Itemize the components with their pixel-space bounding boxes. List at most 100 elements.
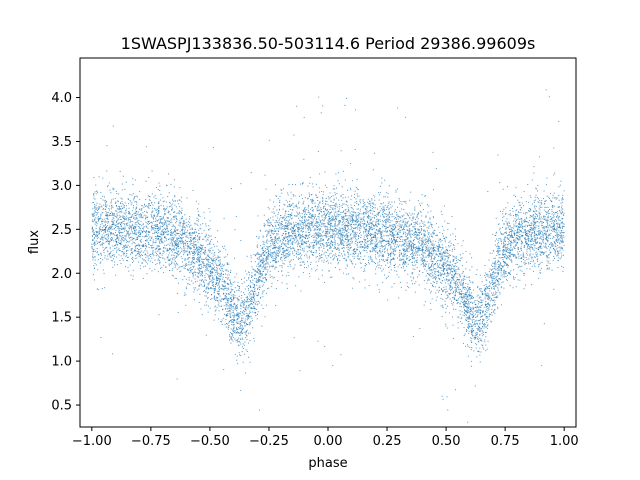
scatter-point bbox=[474, 310, 476, 312]
scatter-point bbox=[310, 245, 312, 247]
scatter-point bbox=[149, 268, 151, 270]
scatter-point bbox=[246, 299, 248, 301]
scatter-point bbox=[209, 287, 211, 289]
scatter-point bbox=[440, 238, 442, 240]
scatter-point bbox=[378, 241, 380, 243]
scatter-point bbox=[182, 233, 184, 235]
scatter-point bbox=[329, 221, 331, 223]
scatter-point bbox=[299, 253, 301, 255]
scatter-point bbox=[557, 252, 559, 254]
scatter-point bbox=[562, 232, 564, 234]
scatter-point bbox=[191, 233, 193, 235]
scatter-point bbox=[495, 268, 497, 270]
scatter-point bbox=[394, 211, 396, 213]
scatter-point bbox=[369, 242, 371, 244]
scatter-point bbox=[214, 269, 216, 271]
scatter-point bbox=[123, 216, 125, 218]
scatter-point bbox=[275, 257, 277, 259]
scatter-point bbox=[552, 212, 554, 214]
scatter-point bbox=[384, 231, 386, 233]
scatter-point bbox=[526, 230, 528, 232]
scatter-point bbox=[335, 255, 337, 257]
scatter-point bbox=[348, 249, 350, 251]
scatter-point bbox=[123, 246, 125, 248]
scatter-point bbox=[487, 340, 489, 342]
scatter-point bbox=[388, 201, 390, 203]
scatter-point bbox=[384, 210, 386, 212]
scatter-point bbox=[517, 253, 519, 255]
scatter-point bbox=[486, 348, 488, 350]
scatter-point bbox=[493, 294, 495, 296]
scatter-point bbox=[350, 260, 352, 262]
scatter-point bbox=[471, 341, 473, 343]
scatter-point bbox=[435, 235, 437, 237]
scatter-point bbox=[443, 268, 445, 270]
scatter-point bbox=[519, 221, 521, 223]
scatter-point bbox=[271, 252, 273, 254]
scatter-point bbox=[241, 283, 243, 285]
scatter-point bbox=[557, 222, 559, 224]
scatter-point bbox=[421, 221, 423, 223]
scatter-point bbox=[411, 257, 413, 259]
scatter-point bbox=[110, 227, 112, 229]
scatter-point bbox=[364, 227, 366, 229]
scatter-point bbox=[471, 281, 473, 283]
scatter-point bbox=[246, 299, 248, 301]
scatter-point bbox=[176, 246, 178, 248]
scatter-point bbox=[378, 267, 380, 269]
scatter-point bbox=[486, 321, 488, 323]
scatter-point bbox=[410, 224, 412, 226]
scatter-point bbox=[369, 234, 371, 236]
scatter-point bbox=[244, 311, 246, 313]
scatter-point bbox=[404, 269, 406, 271]
scatter-point bbox=[558, 219, 560, 221]
scatter-point bbox=[268, 222, 270, 224]
scatter-point bbox=[229, 314, 231, 316]
scatter-point bbox=[202, 251, 204, 253]
scatter-point bbox=[333, 258, 335, 260]
scatter-point bbox=[367, 201, 369, 203]
scatter-point bbox=[348, 211, 350, 213]
scatter-point bbox=[170, 234, 172, 236]
scatter-point bbox=[110, 192, 112, 194]
scatter-point bbox=[265, 258, 267, 260]
scatter-point bbox=[541, 223, 543, 225]
scatter-point bbox=[391, 242, 393, 244]
scatter-point bbox=[185, 264, 187, 266]
scatter-point bbox=[281, 228, 283, 230]
scatter-point bbox=[269, 199, 271, 201]
scatter-point bbox=[369, 244, 371, 246]
scatter-point bbox=[117, 201, 119, 203]
scatter-point bbox=[350, 238, 352, 240]
scatter-point bbox=[332, 209, 334, 211]
scatter-point bbox=[238, 344, 240, 346]
scatter-point bbox=[440, 293, 442, 295]
scatter-point bbox=[416, 231, 418, 233]
scatter-point bbox=[408, 246, 410, 248]
scatter-point bbox=[258, 253, 260, 255]
scatter-point bbox=[277, 253, 279, 255]
scatter-point bbox=[324, 226, 326, 228]
scatter-point bbox=[183, 241, 185, 243]
scatter-point bbox=[487, 190, 489, 192]
scatter-point bbox=[521, 257, 523, 258]
scatter-point bbox=[175, 242, 177, 244]
scatter-point bbox=[287, 233, 289, 235]
scatter-point bbox=[243, 323, 245, 325]
scatter-point bbox=[251, 272, 253, 274]
scatter-point bbox=[173, 246, 175, 248]
scatter-point bbox=[562, 223, 564, 225]
scatter-point bbox=[103, 218, 105, 220]
scatter-point bbox=[229, 305, 231, 307]
scatter-point bbox=[354, 193, 356, 195]
scatter-point bbox=[341, 253, 343, 255]
scatter-point bbox=[164, 258, 166, 260]
scatter-point bbox=[559, 242, 561, 244]
scatter-point bbox=[382, 215, 384, 217]
scatter-point bbox=[157, 259, 159, 261]
scatter-point bbox=[161, 222, 163, 224]
scatter-point bbox=[166, 228, 168, 230]
scatter-point bbox=[497, 243, 499, 245]
scatter-point bbox=[127, 222, 129, 224]
scatter-point bbox=[212, 271, 214, 273]
